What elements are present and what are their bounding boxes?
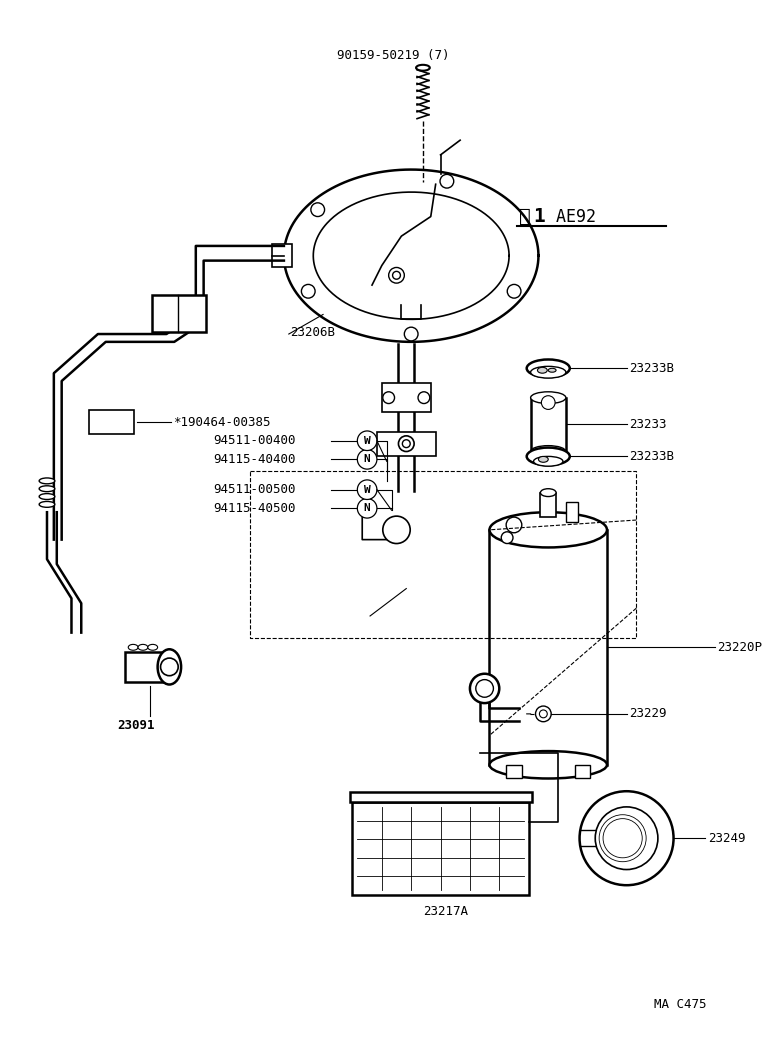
Text: 23206B: 23206B (290, 326, 335, 338)
Circle shape (161, 658, 178, 675)
Circle shape (440, 174, 454, 188)
Circle shape (392, 271, 400, 279)
Text: 94511-00400: 94511-00400 (214, 434, 296, 447)
Circle shape (603, 818, 642, 858)
Circle shape (476, 680, 493, 697)
Text: AE92: AE92 (546, 208, 596, 226)
Circle shape (301, 284, 315, 299)
Bar (349, 792, 531, 802)
Text: 23091: 23091 (118, 719, 155, 732)
Ellipse shape (541, 489, 556, 497)
Bar (353, 802, 528, 895)
Text: 1: 1 (534, 207, 545, 227)
Text: 23229: 23229 (630, 708, 667, 720)
Bar (152, 294, 206, 332)
Circle shape (311, 203, 325, 216)
Text: 94115-40400: 94115-40400 (214, 453, 296, 466)
Text: 94511-00500: 94511-00500 (214, 483, 296, 496)
Circle shape (599, 814, 646, 861)
Text: N: N (364, 503, 370, 514)
Circle shape (580, 791, 674, 885)
Circle shape (595, 807, 658, 870)
Circle shape (399, 435, 414, 451)
Bar (566, 502, 578, 522)
Ellipse shape (531, 446, 566, 457)
Text: W: W (364, 435, 370, 446)
Circle shape (357, 450, 377, 469)
Circle shape (539, 710, 548, 718)
Bar (506, 765, 521, 779)
Text: W: W (364, 484, 370, 495)
Ellipse shape (527, 359, 570, 377)
Circle shape (357, 480, 377, 499)
Ellipse shape (39, 485, 55, 492)
Text: 94115-40500: 94115-40500 (214, 502, 296, 515)
Ellipse shape (138, 644, 147, 650)
Circle shape (404, 327, 418, 341)
Circle shape (382, 392, 395, 404)
Ellipse shape (147, 644, 157, 650)
Text: 23233: 23233 (630, 418, 667, 430)
Circle shape (502, 531, 513, 544)
Ellipse shape (39, 501, 55, 507)
Ellipse shape (489, 751, 607, 779)
Circle shape (418, 392, 430, 404)
Bar (125, 652, 170, 682)
Ellipse shape (128, 644, 138, 650)
Ellipse shape (531, 366, 566, 378)
Text: 23233B: 23233B (630, 362, 674, 375)
Bar (541, 493, 556, 517)
Text: *190464-00385: *190464-00385 (174, 416, 271, 429)
Ellipse shape (538, 367, 548, 373)
Circle shape (535, 706, 551, 721)
Circle shape (611, 823, 642, 854)
Bar (107, 414, 118, 430)
Text: N: N (364, 454, 370, 465)
Bar (489, 530, 607, 765)
Ellipse shape (416, 65, 430, 71)
Ellipse shape (534, 456, 563, 467)
Circle shape (389, 267, 404, 283)
Bar (89, 410, 134, 434)
Bar (121, 414, 132, 430)
Text: 23220P: 23220P (717, 641, 763, 654)
Circle shape (402, 440, 410, 448)
Circle shape (506, 517, 521, 532)
Ellipse shape (39, 494, 55, 499)
Ellipse shape (489, 513, 607, 547)
Circle shape (541, 396, 555, 409)
Bar (377, 432, 435, 456)
Text: MA C475: MA C475 (654, 998, 707, 1012)
Circle shape (357, 431, 377, 451)
Bar (531, 398, 566, 451)
Text: 23233B: 23233B (630, 450, 674, 462)
Bar (93, 414, 104, 430)
Text: 23249: 23249 (708, 832, 745, 845)
Ellipse shape (39, 478, 55, 483)
Text: 23217A: 23217A (423, 905, 468, 918)
Circle shape (382, 516, 410, 544)
Text: ※: ※ (519, 207, 531, 227)
Bar (382, 383, 431, 412)
Ellipse shape (548, 369, 556, 373)
Text: 90159-50219 (7): 90159-50219 (7) (337, 48, 449, 62)
Ellipse shape (538, 456, 548, 462)
Bar (574, 765, 591, 779)
Ellipse shape (531, 392, 566, 404)
Circle shape (357, 498, 377, 518)
Circle shape (470, 673, 499, 703)
Circle shape (507, 284, 521, 299)
Bar (272, 244, 292, 267)
Ellipse shape (157, 649, 181, 685)
Ellipse shape (527, 448, 570, 466)
